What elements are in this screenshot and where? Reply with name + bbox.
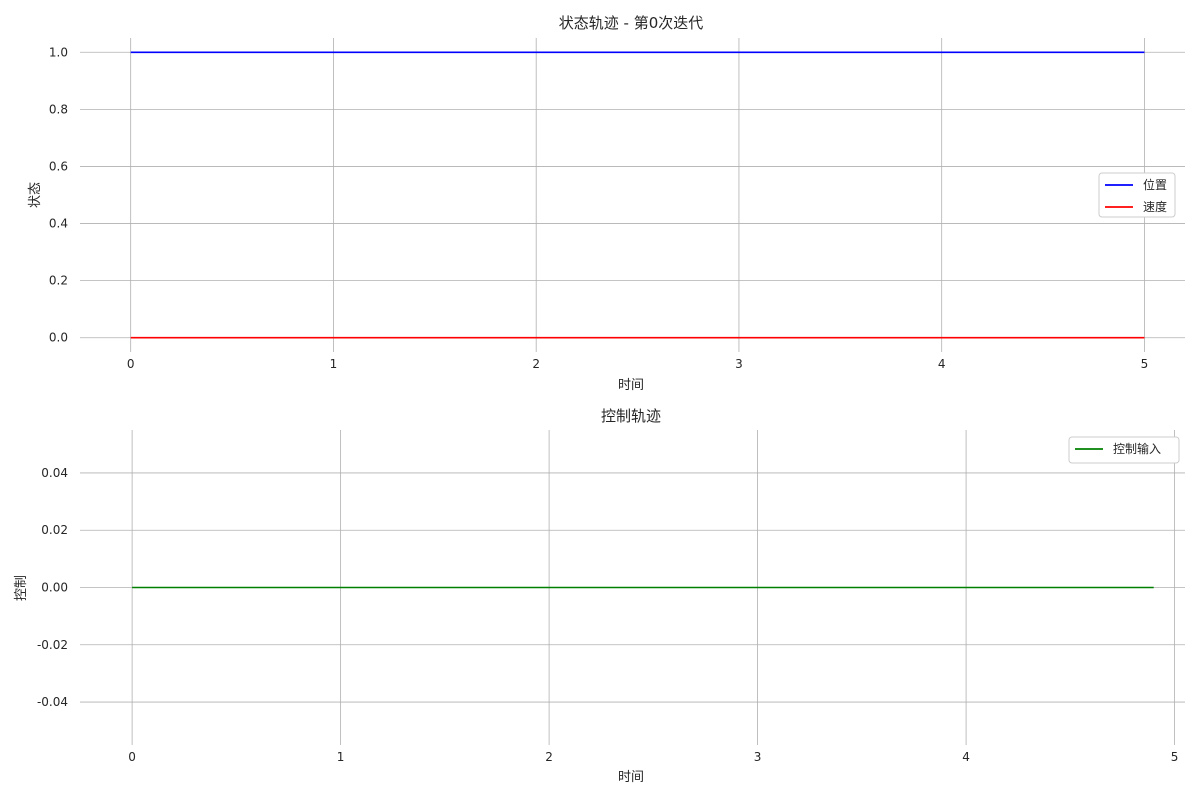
control-chart-x-tick-label: 4 xyxy=(962,750,970,764)
control-chart-x-tick-label: 0 xyxy=(128,750,136,764)
state-chart-y-tick-label: 0.0 xyxy=(49,331,68,345)
control-chart-ticks: 0 1 2 3 4 5 -0.04 -0.02 0.00 0.02 0.04 xyxy=(37,466,1178,764)
state-trajectory-chart: 状态轨迹 - 第0次迭代 时间 状态 0 1 2 3 4 5 0.0 0.2 0.4 0.6 0.8… xyxy=(28,14,1185,393)
state-chart-y-tick-label: 1.0 xyxy=(49,45,68,59)
state-chart-ylabel: 状态 xyxy=(28,182,43,208)
control-chart-title: 控制轨迹 xyxy=(601,407,661,425)
control-chart-legend: 控制输入 xyxy=(1068,436,1180,464)
control-chart-ylabel: 控制 xyxy=(14,575,29,601)
state-chart-title: 状态轨迹 - 第0次迭代 xyxy=(559,14,704,32)
state-chart-y-tick-label: 0.4 xyxy=(49,217,68,231)
state-chart-legend-label: 位置 xyxy=(1143,177,1167,192)
control-chart-legend-box xyxy=(1068,436,1180,464)
state-chart-x-tick-label: 4 xyxy=(938,357,946,371)
state-chart-legend-label: 速度 xyxy=(1143,199,1167,214)
state-chart-x-tick-label: 1 xyxy=(330,357,338,371)
state-chart-y-tick-label: 0.6 xyxy=(49,159,68,173)
state-chart-y-tick-label: 0.2 xyxy=(49,274,68,288)
control-chart-y-tick-label: 0.02 xyxy=(41,523,68,537)
state-chart-ticks: 0 1 2 3 4 5 0.0 0.2 0.4 0.6 0.8 1.0 xyxy=(49,45,1148,371)
state-chart-series xyxy=(130,51,1145,339)
state-chart-x-tick-label: 2 xyxy=(532,357,540,371)
state-chart-x-tick-label: 5 xyxy=(1141,357,1149,371)
control-chart-y-tick-label: 0.00 xyxy=(41,581,68,595)
control-chart-y-tick-label: -0.04 xyxy=(37,695,68,709)
control-chart-x-tick-label: 2 xyxy=(545,750,553,764)
control-trajectory-chart: 控制轨迹 时间 控制 0 1 2 3 4 5-0.04-0.020.000.020.04 … xyxy=(14,407,1185,785)
state-chart-x-tick-label: 0 xyxy=(127,357,135,371)
control-chart-x-tick-label: 1 xyxy=(337,750,345,764)
state-chart-legend-box xyxy=(1098,172,1176,218)
state-chart-x-tick-label: 3 xyxy=(735,357,743,371)
control-chart-x-tick-label: 5 xyxy=(1171,750,1179,764)
control-chart-x-tick-label: 3 xyxy=(754,750,762,764)
state-chart-grid xyxy=(80,38,1185,352)
control-chart-legend-label: 控制输入 xyxy=(1113,441,1161,456)
control-chart-y-tick-label: -0.02 xyxy=(37,638,68,652)
control-chart-xlabel: 时间 xyxy=(618,770,644,785)
state-chart-xlabel: 时间 xyxy=(618,378,644,393)
control-chart-y-tick-label: 0.04 xyxy=(41,466,68,480)
state-chart-y-tick-label: 0.8 xyxy=(49,102,68,116)
